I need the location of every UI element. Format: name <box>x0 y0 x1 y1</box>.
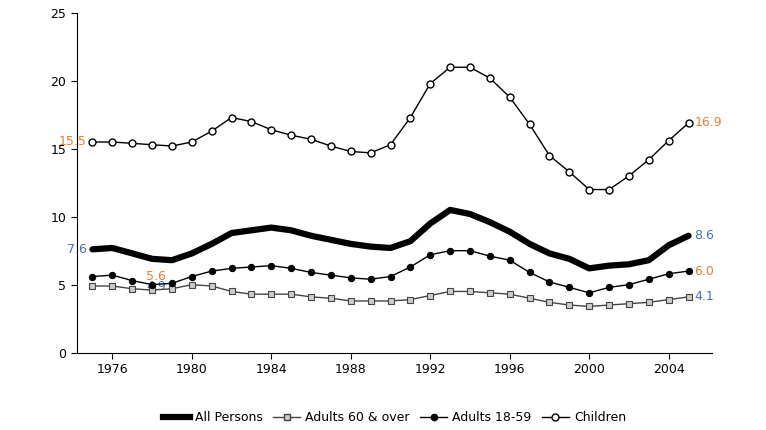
Legend: All Persons, Adults 60 & over, Adults 18-59, Children: All Persons, Adults 60 & over, Adults 18… <box>158 406 631 430</box>
Text: 4.1: 4.1 <box>695 290 714 304</box>
Text: 6.0: 6.0 <box>695 264 715 278</box>
Text: 8.6: 8.6 <box>695 229 715 242</box>
Text: 16.9: 16.9 <box>695 117 722 129</box>
Text: 7.6: 7.6 <box>67 243 87 256</box>
Text: 5.6: 5.6 <box>146 270 166 283</box>
Text: 4.9: 4.9 <box>146 280 166 292</box>
Text: 15.5: 15.5 <box>59 135 87 148</box>
